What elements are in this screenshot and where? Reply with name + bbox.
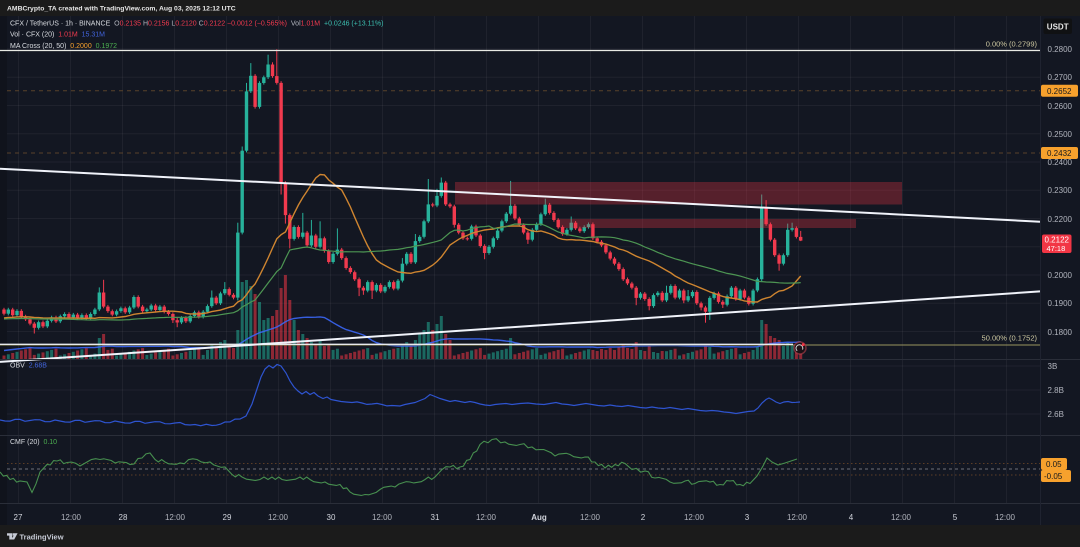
svg-text:0.00% (0.2799): 0.00% (0.2799): [986, 40, 1038, 49]
svg-text:0.2122: 0.2122: [1045, 236, 1070, 245]
svg-text:Aug: Aug: [531, 513, 547, 522]
svg-text:12:00: 12:00: [268, 513, 289, 522]
svg-text:2.8B: 2.8B: [1048, 386, 1064, 395]
svg-text:USDT: USDT: [1047, 23, 1069, 32]
svg-text:0.2000: 0.2000: [1048, 271, 1073, 280]
svg-text:0.2600: 0.2600: [1048, 102, 1073, 111]
svg-text:3: 3: [745, 513, 750, 522]
svg-text:AMBCrypto_TA created with Trad: AMBCrypto_TA created with TradingView.co…: [7, 6, 236, 13]
svg-text:30: 30: [327, 513, 336, 522]
svg-text:0.05: 0.05: [1046, 460, 1062, 469]
svg-text:Vol · CFX (20) 1.01M 15.31M: Vol · CFX (20) 1.01M 15.31M: [10, 32, 105, 39]
svg-text:12:00: 12:00: [684, 513, 705, 522]
svg-text:3B: 3B: [1048, 362, 1058, 371]
svg-text:5: 5: [953, 513, 958, 522]
svg-text:CFX / TetherUS · 1h · BINANCE: CFX / TetherUS · 1h · BINANCE O0.2135 H0…: [10, 20, 383, 27]
svg-text:12:00: 12:00: [165, 513, 186, 522]
svg-text:29: 29: [223, 513, 232, 522]
svg-text:0.2652: 0.2652: [1047, 87, 1072, 96]
svg-text:0.1800: 0.1800: [1048, 328, 1073, 337]
svg-text:4: 4: [849, 513, 854, 522]
svg-text:2.6B: 2.6B: [1048, 410, 1064, 419]
svg-text:CMF (20) 0.10: CMF (20) 0.10: [10, 439, 57, 446]
svg-text:0.2700: 0.2700: [1048, 73, 1073, 82]
svg-text:12:00: 12:00: [787, 513, 808, 522]
svg-text:12:00: 12:00: [61, 513, 82, 522]
svg-text:12:00: 12:00: [891, 513, 912, 522]
svg-text:50.00% (0.1752): 50.00% (0.1752): [982, 334, 1038, 343]
svg-text:2: 2: [641, 513, 646, 522]
svg-text:0.2500: 0.2500: [1048, 130, 1073, 139]
svg-text:28: 28: [119, 513, 128, 522]
svg-text:0.2400: 0.2400: [1048, 158, 1073, 167]
svg-text:OBV 2.68B: OBV 2.68B: [10, 363, 47, 370]
svg-text:31: 31: [431, 513, 440, 522]
svg-text:0.2800: 0.2800: [1048, 45, 1073, 54]
svg-text:0.2300: 0.2300: [1048, 186, 1073, 195]
svg-text:12:00: 12:00: [580, 513, 601, 522]
svg-text:0.1900: 0.1900: [1048, 299, 1073, 308]
svg-text:0.2200: 0.2200: [1048, 215, 1073, 224]
svg-text:TradingView: TradingView: [20, 533, 64, 542]
svg-text:MA Cross (20, 50) 0.2000 0.1: MA Cross (20, 50) 0.2000 0.1972: [10, 43, 117, 50]
svg-text:-0.05: -0.05: [1044, 472, 1063, 481]
svg-text:12:00: 12:00: [476, 513, 497, 522]
svg-text:27: 27: [14, 513, 23, 522]
svg-text:0.2432: 0.2432: [1047, 149, 1072, 158]
svg-text:12:00: 12:00: [995, 513, 1016, 522]
svg-text:12:00: 12:00: [372, 513, 393, 522]
svg-text:47:18: 47:18: [1047, 244, 1066, 253]
